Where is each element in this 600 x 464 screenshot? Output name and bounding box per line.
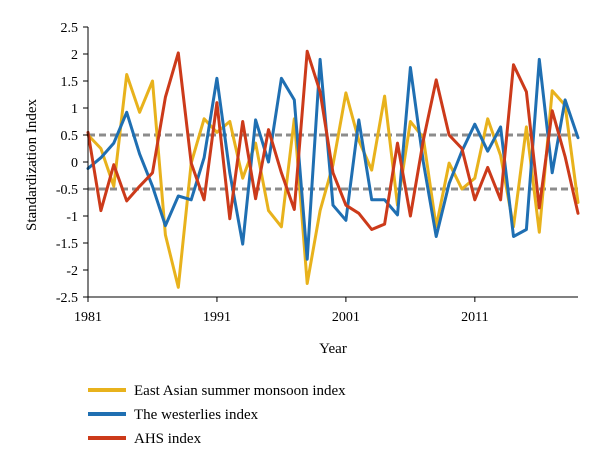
- y-tick-label: 2.5: [61, 21, 79, 36]
- x-tick-label: 2011: [461, 310, 488, 325]
- y-tick-label: 2: [71, 48, 78, 63]
- series-lines: [86, 49, 580, 289]
- series-line-2: [86, 49, 580, 231]
- y-tick-label: 1.5: [61, 75, 79, 90]
- legend-label-2: AHS index: [134, 431, 202, 447]
- legend-label-1: The westerlies index: [134, 407, 259, 423]
- y-tick-label: 0.5: [61, 129, 79, 144]
- series-line-1: [86, 57, 580, 261]
- y-tick-labels: 2.5 2 1.5 1 0.5 0 -0.5 -1 -1.5 -2 -2.5: [56, 21, 88, 306]
- y-tick-label: -0.5: [56, 183, 78, 198]
- legend-label-0: East Asian summer monsoon index: [134, 383, 346, 399]
- x-tick-labels: 1981 1991 2001 2011: [74, 297, 489, 325]
- y-tick-label: 1: [71, 102, 78, 117]
- legend: East Asian summer monsoon index The weste…: [88, 383, 346, 447]
- x-axis-title: Year: [319, 341, 347, 357]
- y-tick-label: -1.5: [56, 237, 78, 252]
- y-tick-label: -1: [66, 210, 78, 225]
- y-tick-label: -2: [66, 264, 78, 279]
- x-tick-label: 1991: [203, 310, 231, 325]
- y-tick-label: -2.5: [56, 291, 78, 306]
- x-tick-label: 1981: [74, 310, 102, 325]
- x-tick-label: 2001: [332, 310, 360, 325]
- series-line-0: [86, 73, 580, 289]
- y-tick-label: 0: [71, 156, 78, 171]
- y-axis-title: Standardization Index: [24, 98, 40, 231]
